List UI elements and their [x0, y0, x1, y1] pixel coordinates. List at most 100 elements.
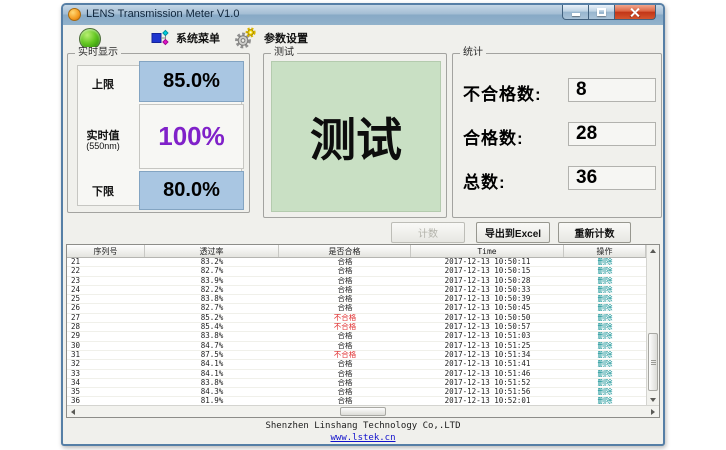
window-title: LENS Transmission Meter V1.0 — [86, 8, 240, 20]
table-row[interactable]: 25 83.8% 合格 2017-12-13 10:50:39 删除 — [67, 295, 646, 305]
table-row[interactable]: 33 84.1% 合格 2017-12-13 10:51:46 删除 — [67, 370, 646, 379]
delete-link[interactable]: 删除 — [597, 350, 613, 359]
table-body: 21 83.2% 合格 2017-12-13 10:50:11 删除 22 82.7% 合格 2… — [67, 258, 646, 407]
cell-time: 2017-12-13 10:50:28 — [444, 276, 531, 285]
scroll-up-button[interactable] — [647, 245, 659, 256]
wavelength-label: (550nm) — [86, 141, 120, 151]
table-row[interactable]: 35 84.3% 合格 2017-12-13 10:51:56 删除 — [67, 388, 646, 398]
cell-time: 2017-12-13 10:50:15 — [444, 267, 531, 276]
titlebar[interactable]: LENS Transmission Meter V1.0 — [63, 5, 663, 25]
delete-link[interactable]: 删除 — [597, 397, 613, 406]
delete-link[interactable]: 删除 — [597, 369, 613, 378]
vscroll-thumb[interactable] — [648, 333, 658, 391]
settings-button[interactable]: 参数设置 — [233, 26, 308, 50]
delete-link[interactable]: 删除 — [597, 267, 613, 276]
app-icon — [68, 8, 81, 21]
table-row[interactable]: 28 85.4% 不合格 2017-12-13 10:50:57 删除 — [67, 323, 646, 333]
client-area: 系统菜单 参数设置 实时显示 上限 85.0% 实时值 — [63, 25, 663, 444]
table-row[interactable]: 30 84.7% 合格 2017-12-13 10:51:25 删除 — [67, 342, 646, 351]
header-operation[interactable]: 操作 — [564, 245, 646, 257]
maximize-button[interactable] — [589, 5, 615, 20]
cell-serial: 23 — [71, 276, 81, 285]
system-menu-icon — [151, 29, 169, 46]
header-pass[interactable]: 是否合格 — [279, 245, 411, 257]
count-button[interactable]: 计数 — [391, 222, 465, 243]
cell-transmittance: 81.9% — [200, 397, 224, 406]
cell-transmittance: 87.5% — [200, 350, 224, 359]
header-time[interactable]: Time — [411, 245, 564, 257]
table-row[interactable]: 34 83.8% 合格 2017-12-13 10:51:52 删除 — [67, 378, 646, 389]
cell-serial: 21 — [71, 258, 81, 266]
cell-time: 2017-12-13 10:50:39 — [444, 295, 531, 304]
cell-transmittance: 83.8% — [200, 295, 224, 304]
delete-link[interactable]: 删除 — [597, 378, 613, 387]
close-button[interactable] — [615, 5, 656, 20]
table-row[interactable]: 24 82.2% 合格 2017-12-13 10:50:33 删除 — [67, 285, 646, 296]
cell-result: 合格 — [337, 369, 353, 378]
delete-link[interactable]: 删除 — [597, 341, 613, 350]
delete-link[interactable]: 删除 — [597, 304, 613, 313]
table-row[interactable]: 22 82.7% 合格 2017-12-13 10:50:15 删除 — [67, 267, 646, 277]
cell-serial: 28 — [71, 323, 81, 332]
delete-link[interactable]: 删除 — [597, 285, 613, 294]
cell-operation: 删除 — [564, 323, 646, 331]
cell-result: 合格 — [337, 285, 353, 294]
export-excel-button[interactable]: 导出到Excel — [476, 222, 550, 243]
total-count-box: 36 — [568, 166, 656, 190]
vertical-scrollbar[interactable] — [646, 245, 659, 405]
cell-time: 2017-12-13 10:50:11 — [444, 258, 531, 266]
horizontal-scrollbar[interactable] — [67, 405, 659, 417]
delete-link[interactable]: 删除 — [597, 295, 613, 304]
scroll-down-button[interactable] — [647, 394, 659, 405]
cell-operation: 删除 — [564, 286, 646, 294]
delete-link[interactable]: 删除 — [597, 332, 613, 341]
table-row[interactable]: 23 83.9% 合格 2017-12-13 10:50:28 删除 — [67, 277, 646, 286]
cell-transmittance: 84.1% — [200, 360, 224, 369]
pass-count-label: 合格数: — [463, 129, 524, 148]
table-row[interactable]: 29 83.8% 合格 2017-12-13 10:51:03 删除 — [67, 332, 646, 342]
header-transmittance[interactable]: 透过率 — [145, 245, 279, 257]
cell-serial: 24 — [71, 285, 81, 294]
delete-link[interactable]: 删除 — [597, 258, 613, 266]
minimize-button[interactable] — [562, 5, 589, 20]
table-row[interactable]: 27 85.2% 不合格 2017-12-13 10:50:50 删除 — [67, 313, 646, 324]
hscroll-thumb[interactable] — [340, 407, 386, 416]
table-row[interactable]: 21 83.2% 合格 2017-12-13 10:50:11 删除 — [67, 258, 646, 268]
cell-operation: 删除 — [564, 332, 646, 340]
table-row[interactable]: 26 82.7% 合格 2017-12-13 10:50:45 删除 — [67, 304, 646, 314]
lower-limit-label: 下限 — [92, 186, 114, 198]
scroll-left-button[interactable] — [67, 406, 79, 417]
table-row[interactable]: 32 84.1% 合格 2017-12-13 10:51:41 删除 — [67, 360, 646, 370]
header-serial[interactable]: 序列号 — [67, 245, 145, 257]
cell-serial: 26 — [71, 304, 81, 313]
cell-transmittance: 83.8% — [200, 332, 224, 341]
scroll-right-button[interactable] — [647, 406, 659, 417]
recount-button[interactable]: 重新计数 — [558, 222, 631, 243]
delete-link[interactable]: 删除 — [597, 388, 613, 397]
cell-result: 合格 — [337, 295, 353, 304]
total-count-value: 36 — [576, 167, 598, 188]
delete-link[interactable]: 删除 — [597, 323, 613, 332]
cell-result: 不合格 — [333, 323, 357, 332]
current-value-label: 实时值 — [86, 130, 120, 142]
website-link[interactable]: www.lstek.cn — [330, 433, 396, 443]
delete-link[interactable]: 删除 — [597, 313, 613, 322]
cell-time: 2017-12-13 10:50:33 — [444, 285, 531, 294]
system-menu-button[interactable]: 系统菜单 — [151, 29, 220, 47]
cell-result: 合格 — [337, 304, 353, 313]
cell-result: 合格 — [337, 341, 353, 350]
cell-operation: 删除 — [564, 342, 646, 350]
test-display-text: 测试 — [310, 112, 402, 167]
cell-operation: 删除 — [564, 295, 646, 303]
settings-gear-icon — [235, 27, 256, 49]
minimize-icon — [571, 12, 580, 16]
delete-link[interactable]: 删除 — [597, 360, 613, 369]
cell-result: 合格 — [337, 360, 353, 369]
fail-count-value: 8 — [576, 79, 587, 100]
cell-serial: 35 — [71, 388, 81, 397]
cell-time: 2017-12-13 10:51:03 — [444, 332, 531, 341]
delete-link[interactable]: 删除 — [597, 276, 613, 285]
table-row[interactable]: 31 87.5% 不合格 2017-12-13 10:51:34 删除 — [67, 350, 646, 361]
cell-time: 2017-12-13 10:50:57 — [444, 323, 531, 332]
cell-serial: 25 — [71, 295, 81, 304]
